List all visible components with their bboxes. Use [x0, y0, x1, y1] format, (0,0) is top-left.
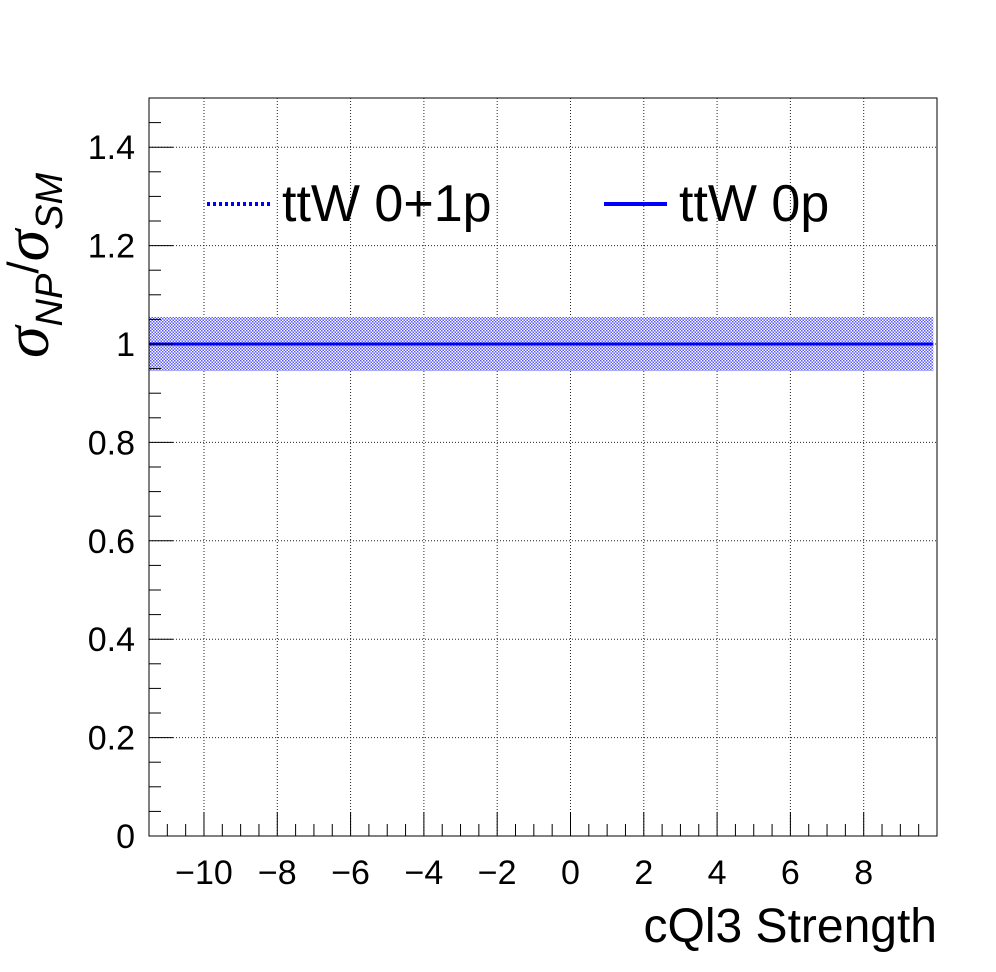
x-tick-label-3: −4 [405, 854, 444, 892]
y-tick-label-1: 0.2 [88, 720, 135, 758]
x-tick-label-7: 4 [708, 854, 727, 892]
grid [149, 98, 937, 836]
y-tick-label-7: 1.4 [88, 129, 135, 167]
y-tick-label-6: 1.2 [88, 228, 135, 266]
y-axis-title: σNP/σSM [0, 172, 71, 358]
x-tick-label-0: −10 [175, 854, 233, 892]
legend-label-ttw-0-1p: ttW 0+1p [282, 175, 492, 233]
x-tick-label-9: 8 [854, 854, 873, 892]
svg-text:σNP/σSM: σNP/σSM [0, 172, 71, 358]
y-tick-label-3: 0.6 [88, 523, 135, 561]
legend: ttW 0+1p ttW 0p [207, 175, 829, 233]
y-axis-sigma: σ [0, 324, 62, 358]
y-axis-slash: / [0, 261, 48, 274]
y-tick-label-4: 0.8 [88, 424, 135, 462]
y-axis-sigma-2: σ [0, 227, 62, 261]
x-tick-label-5: 0 [561, 854, 580, 892]
x-tick-label-6: 2 [634, 854, 653, 892]
y-axis-sub-sm: SM [29, 172, 71, 229]
x-tick-label-4: −2 [478, 854, 517, 892]
y-tick-label-0: 0 [116, 818, 135, 856]
x-axis-title: cQl3 Strength [644, 900, 937, 953]
axis-ticks [148, 122, 938, 837]
x-tick-label-8: 6 [781, 854, 800, 892]
y-axis-sub-np: NP [29, 273, 71, 326]
x-tick-label-2: −6 [331, 854, 370, 892]
y-tick-label-2: 0.4 [88, 621, 135, 659]
tick-labels: −10 −8 −6 −4 −2 0 2 4 6 8 0 0.2 0.4 0.6 0.8 1 1.2 1.4 [88, 129, 873, 892]
legend-label-ttw-0p: ttW 0p [679, 175, 829, 233]
y-tick-label-5: 1 [116, 326, 135, 364]
x-tick-label-1: −8 [258, 854, 297, 892]
